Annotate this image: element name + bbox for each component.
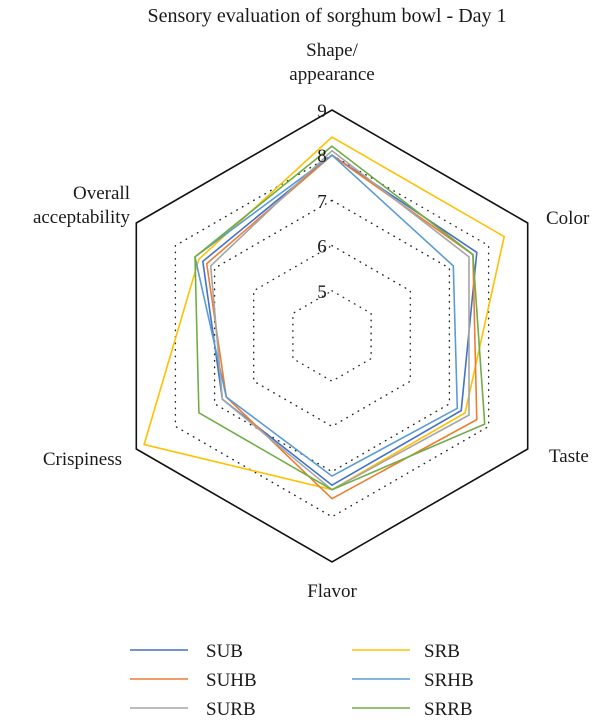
tick-label-9: 9	[317, 101, 327, 122]
legend-label-srrb: SRRB	[424, 699, 473, 720]
grid-ring-8	[174, 154, 490, 518]
axis-label-line: Crispiness	[43, 449, 122, 470]
series-line-surb	[209, 149, 470, 491]
axis-label-5: Overall acceptability	[33, 183, 131, 228]
axis-label-0: Shape/appearance	[289, 40, 374, 85]
tick-label-6: 6	[317, 237, 327, 258]
legend-label-srb: SRB	[424, 641, 460, 662]
axis-label-line: Shape/	[306, 40, 358, 61]
chart-title: Sensory evaluation of sorghum bowl - Day…	[147, 5, 506, 27]
axis-label-1: Color	[546, 208, 590, 229]
legend-label-suhb: SUHB	[206, 670, 257, 691]
legend: SUB SRB SUHB SRHB SURB SRRB	[130, 641, 474, 720]
grid-ring-6	[252, 244, 411, 428]
axis-label-line: Color	[546, 208, 590, 229]
radar-tick-labels: 5 6 7 8 9	[317, 101, 327, 303]
tick-label-5: 5	[317, 282, 327, 303]
radar-axis-labels: Shape/appearance Color Taste Flavor Crispine…	[33, 40, 590, 602]
tick-label-8: 8	[317, 146, 327, 167]
legend-label-surb: SURB	[206, 699, 256, 720]
radar-series	[143, 136, 506, 500]
legend-label-sub: SUB	[206, 641, 243, 662]
series-line-srb	[143, 136, 506, 491]
grid-outer-frame	[135, 109, 529, 563]
series-line-suhb	[205, 154, 478, 500]
axis-label-4: Crispiness	[43, 449, 122, 470]
axis-label-line: Overall	[73, 183, 130, 204]
axis-label-line: Flavor	[307, 581, 357, 602]
series-line-sub	[201, 154, 478, 487]
axis-label-line: acceptability	[33, 207, 131, 228]
axis-label-3: Flavor	[307, 581, 357, 602]
tick-label-7: 7	[317, 191, 327, 212]
grid-ring-5	[292, 289, 372, 383]
axis-label-2: Taste	[549, 446, 589, 467]
radar-grid	[135, 109, 529, 563]
axis-label-line: Taste	[549, 446, 589, 467]
axis-label-line: appearance	[289, 64, 374, 85]
legend-label-srhb: SRHB	[424, 670, 474, 691]
